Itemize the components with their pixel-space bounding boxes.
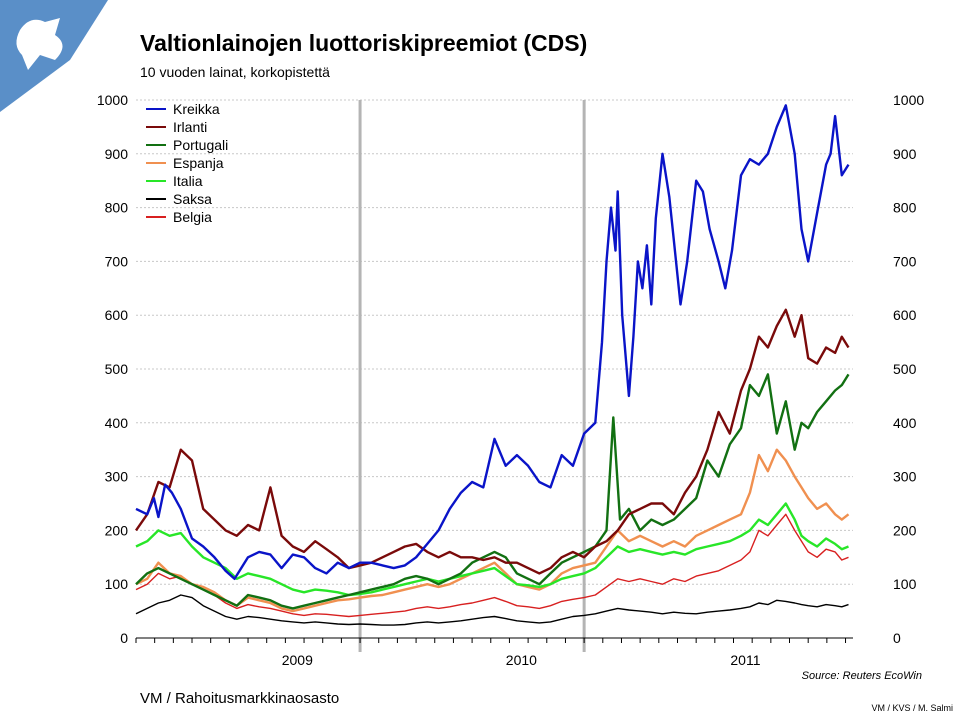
series-line-irlanti: [135, 308, 850, 575]
y-tick-label-right: 900: [893, 146, 917, 162]
chart-title: Valtionlainojen luottoriskipreemiot (CDS…: [140, 30, 588, 56]
source-label: Source: Reuters EcoWin: [802, 670, 922, 682]
legend-label-irlanti: Irlanti: [173, 119, 207, 135]
legend-label-kreikka: Kreikka: [173, 101, 220, 117]
y-tick-label-left: 800: [105, 200, 129, 216]
logo-lion: [16, 18, 63, 70]
series-line-portugali: [135, 373, 850, 610]
series-line-saksa: [135, 594, 849, 626]
y-tick-label-left: 700: [105, 253, 129, 269]
footer-department: VM / Rahoitusmarkkinaosasto: [140, 690, 340, 707]
y-tick-label-right: 600: [893, 307, 917, 323]
series-line-belgia: [135, 513, 849, 618]
y-tick-label-left: 600: [105, 307, 129, 323]
x-tick-label: 2010: [506, 652, 537, 668]
y-tick-label-left: 900: [105, 146, 129, 162]
y-tick-label-right: 0: [893, 630, 901, 646]
y-tick-label-left: 100: [105, 576, 129, 592]
y-tick-label-right: 200: [893, 522, 917, 538]
legend-label-espanja: Espanja: [173, 155, 224, 171]
year-separator-layer: [358, 100, 586, 652]
y-tick-label-right: 1000: [893, 92, 924, 108]
grid-layer: [136, 99, 853, 585]
y-tick-label-right: 500: [893, 361, 917, 377]
y-tick-label-right: 800: [893, 200, 917, 216]
finnish-lion-logo-icon: [0, 0, 108, 112]
y-tick-label-left: 400: [105, 415, 129, 431]
y-tick-label-left: 200: [105, 522, 129, 538]
legend-label-italia: Italia: [173, 173, 203, 189]
legend-label-belgia: Belgia: [173, 209, 212, 225]
y-tick-label-left: 1000: [97, 92, 128, 108]
series-line-italia: [135, 502, 849, 597]
y-tick-label-left: 300: [105, 469, 129, 485]
y-tick-label-left: 500: [105, 361, 129, 377]
y-tick-label-right: 400: [893, 415, 917, 431]
series-layer: [135, 104, 850, 626]
y-tick-label-right: 700: [893, 253, 917, 269]
x-tick-label: 2009: [282, 652, 313, 668]
legend-label-portugali: Portugali: [173, 137, 228, 153]
y-tick-label-right: 100: [893, 576, 917, 592]
legend-label-saksa: Saksa: [173, 191, 212, 207]
y-tick-label-left: 0: [120, 630, 128, 646]
y-tick-label-right: 300: [893, 469, 917, 485]
series-line-kreikka: [135, 104, 850, 580]
legend: Kreikka Irlanti Portugali Espanja Italia Saks…: [146, 101, 228, 225]
footer-author: VM / KVS / M. Salmi: [871, 703, 953, 713]
x-tick-label: 2011: [730, 652, 760, 668]
axis-layer: 0 0 100 100 200 200 300 300 400 400 500 500 600 600 70…: [97, 92, 925, 668]
chart-subtitle: 10 vuoden lainat, korkopistettä: [140, 64, 330, 80]
